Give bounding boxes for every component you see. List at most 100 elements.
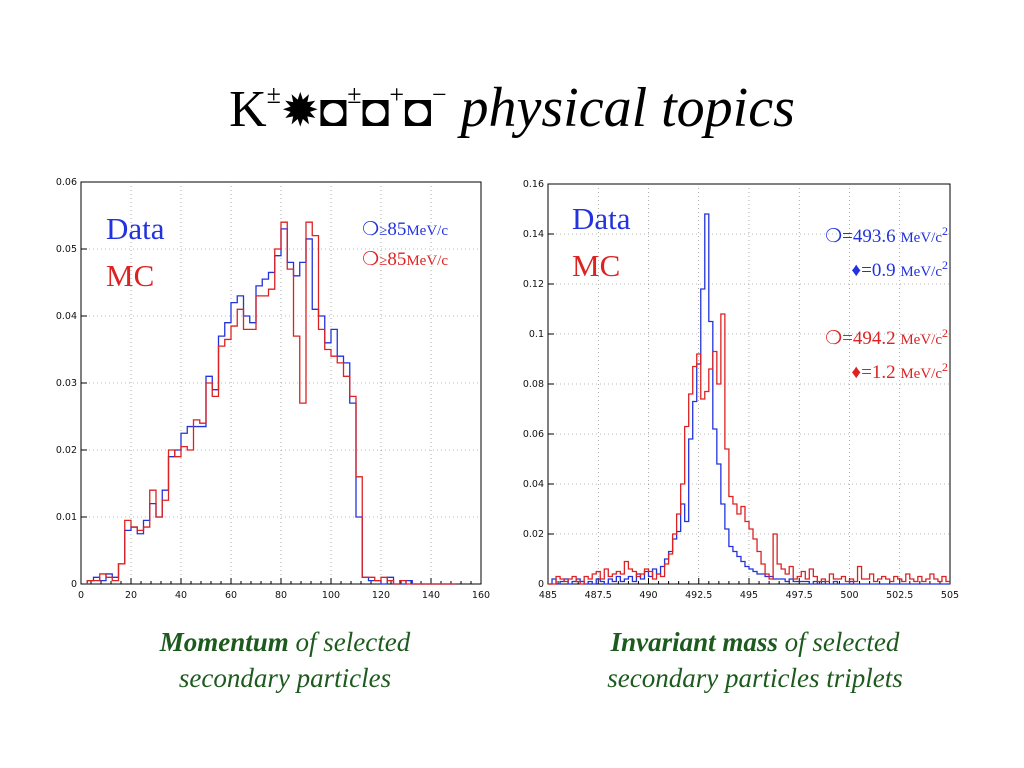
annotation-unit: MeV/c xyxy=(406,253,448,269)
legend-mc: MC xyxy=(106,258,154,293)
histogram-bin xyxy=(344,376,350,584)
y-tick-label: 0 xyxy=(538,579,544,590)
histogram-bin xyxy=(169,450,175,584)
histogram-bin xyxy=(862,579,866,584)
histogram-bin xyxy=(717,384,721,584)
momentum-caption: Momentum of selected secondary particles xyxy=(70,624,500,696)
pion-symbol-icon-2: ◘ xyxy=(361,85,390,136)
series-data xyxy=(548,213,950,585)
kaon-symbol: K xyxy=(229,81,267,138)
x-tick-label: 497.5 xyxy=(786,590,813,601)
histogram-bin xyxy=(306,222,312,584)
histogram-bin xyxy=(269,289,275,584)
annotation: ❍=494.2 MeV/c2 xyxy=(825,326,948,349)
annotation-unit: MeV/c xyxy=(900,230,942,246)
x-tick-label: 20 xyxy=(125,590,137,601)
histogram-bin xyxy=(381,577,387,584)
y-tick-label: 0.02 xyxy=(523,529,544,540)
slide-title: K±✹◘±◘+◘− physical topics xyxy=(0,76,1024,140)
x-tick-label: 490 xyxy=(639,590,657,601)
x-tick-label: 140 xyxy=(422,590,440,601)
histogram-bin xyxy=(281,222,287,584)
annotation-value: 85 xyxy=(387,249,406,270)
annotation-superscript: 2 xyxy=(942,258,948,272)
histogram-bin xyxy=(275,249,281,584)
histogram-bin xyxy=(325,350,331,585)
y-tick-label: 0.04 xyxy=(56,311,77,322)
y-tick-label: 0.08 xyxy=(523,379,544,390)
histogram-bin xyxy=(636,577,640,585)
invariant-mass-caption: Invariant mass of selected secondary par… xyxy=(530,624,980,696)
histogram-bin xyxy=(362,577,368,584)
y-tick-label: 0.14 xyxy=(523,229,544,240)
histogram-bin xyxy=(225,339,231,584)
x-tick-label: 487.5 xyxy=(585,590,612,601)
histogram-bin xyxy=(119,564,125,584)
y-tick-label: 0.03 xyxy=(56,378,77,389)
annotation-unit: MeV/c xyxy=(900,264,942,280)
histogram-bin xyxy=(337,363,343,584)
x-tick-label: 495 xyxy=(740,590,758,601)
y-tick-label: 0.06 xyxy=(523,429,544,440)
histogram-bin xyxy=(144,527,150,584)
annotations: ❍≥85MeV/c❍≥85MeV/c xyxy=(362,219,448,270)
annotation-unit: MeV/c xyxy=(900,366,942,382)
y-tick-label: 0.05 xyxy=(56,244,77,255)
invariant-mass-histogram: 485 487.5 490 492.5 495 497.5 500 502.5 505 0 0.02… xyxy=(523,179,959,601)
histogram-bin xyxy=(181,447,187,584)
annotation-superscript: 2 xyxy=(942,326,948,340)
x-tick-label: 505 xyxy=(941,590,959,601)
pion-charge-3: − xyxy=(431,80,447,109)
histogram-bin xyxy=(137,530,143,584)
x-tick-label: 40 xyxy=(175,590,187,601)
annotation-superscript: 2 xyxy=(942,224,948,238)
histogram-bin xyxy=(231,326,237,584)
histogram-bin xyxy=(312,236,318,584)
histogram-bin xyxy=(369,577,375,584)
histogram-bin xyxy=(729,497,733,585)
x-tick-label: 120 xyxy=(372,590,390,601)
legend: Data MC xyxy=(106,211,165,293)
y-tick-label: 0.06 xyxy=(56,177,77,188)
annotation-value: 85 xyxy=(387,219,406,240)
annotation: ❍=493.6 MeV/c2 xyxy=(825,224,948,247)
histogram-bin xyxy=(600,579,604,584)
histogram-bin xyxy=(294,336,300,584)
legend: Data MC xyxy=(572,201,631,283)
pion-charge-2: + xyxy=(389,80,405,109)
legend-data: Data xyxy=(106,211,165,246)
annotation-symbol-icon: ❍ xyxy=(362,249,379,270)
histogram-bin xyxy=(250,329,256,584)
histogram-bin xyxy=(237,309,243,584)
annotation-symbol-icon: ♦ xyxy=(851,260,861,281)
histogram-bin xyxy=(156,517,162,584)
momentum-histogram: 0 20 40 60 80 100 120 140 160 0 0.01 0.02 0.03 0.04 0.… xyxy=(56,177,490,601)
histogram-outline xyxy=(548,213,950,585)
caption-line2: secondary particles triplets xyxy=(607,663,903,693)
title-text: physical topics xyxy=(460,77,795,139)
x-tick-label: 492.5 xyxy=(685,590,712,601)
series-mc xyxy=(86,221,456,585)
histogram-bin xyxy=(200,423,206,584)
annotation-unit: MeV/c xyxy=(900,332,942,348)
x-tick-label: 502.5 xyxy=(886,590,913,601)
histogram-bin xyxy=(793,579,797,584)
annotation: ♦=0.9 MeV/c2 xyxy=(851,258,948,281)
caption-rest: of selected xyxy=(288,627,411,657)
histogram-bin xyxy=(100,574,106,584)
annotation: ❍≥85MeV/c xyxy=(362,249,448,270)
histogram-bin xyxy=(331,356,337,584)
arrow-symbol-icon: ✹ xyxy=(280,85,320,136)
histogram-bin xyxy=(206,383,212,584)
histogram-bin xyxy=(244,329,250,584)
annotation-comparator: ≥ xyxy=(379,223,387,239)
histogram-bin xyxy=(125,520,131,584)
y-tick-label: 0.1 xyxy=(529,329,544,340)
histogram-bin xyxy=(661,577,665,585)
histogram-bin xyxy=(737,514,741,584)
histogram-outline xyxy=(548,313,950,585)
y-tick-label: 0.01 xyxy=(56,512,77,523)
histogram-bin xyxy=(300,403,306,584)
histogram-bin xyxy=(805,579,809,584)
histogram-bin xyxy=(319,329,325,584)
